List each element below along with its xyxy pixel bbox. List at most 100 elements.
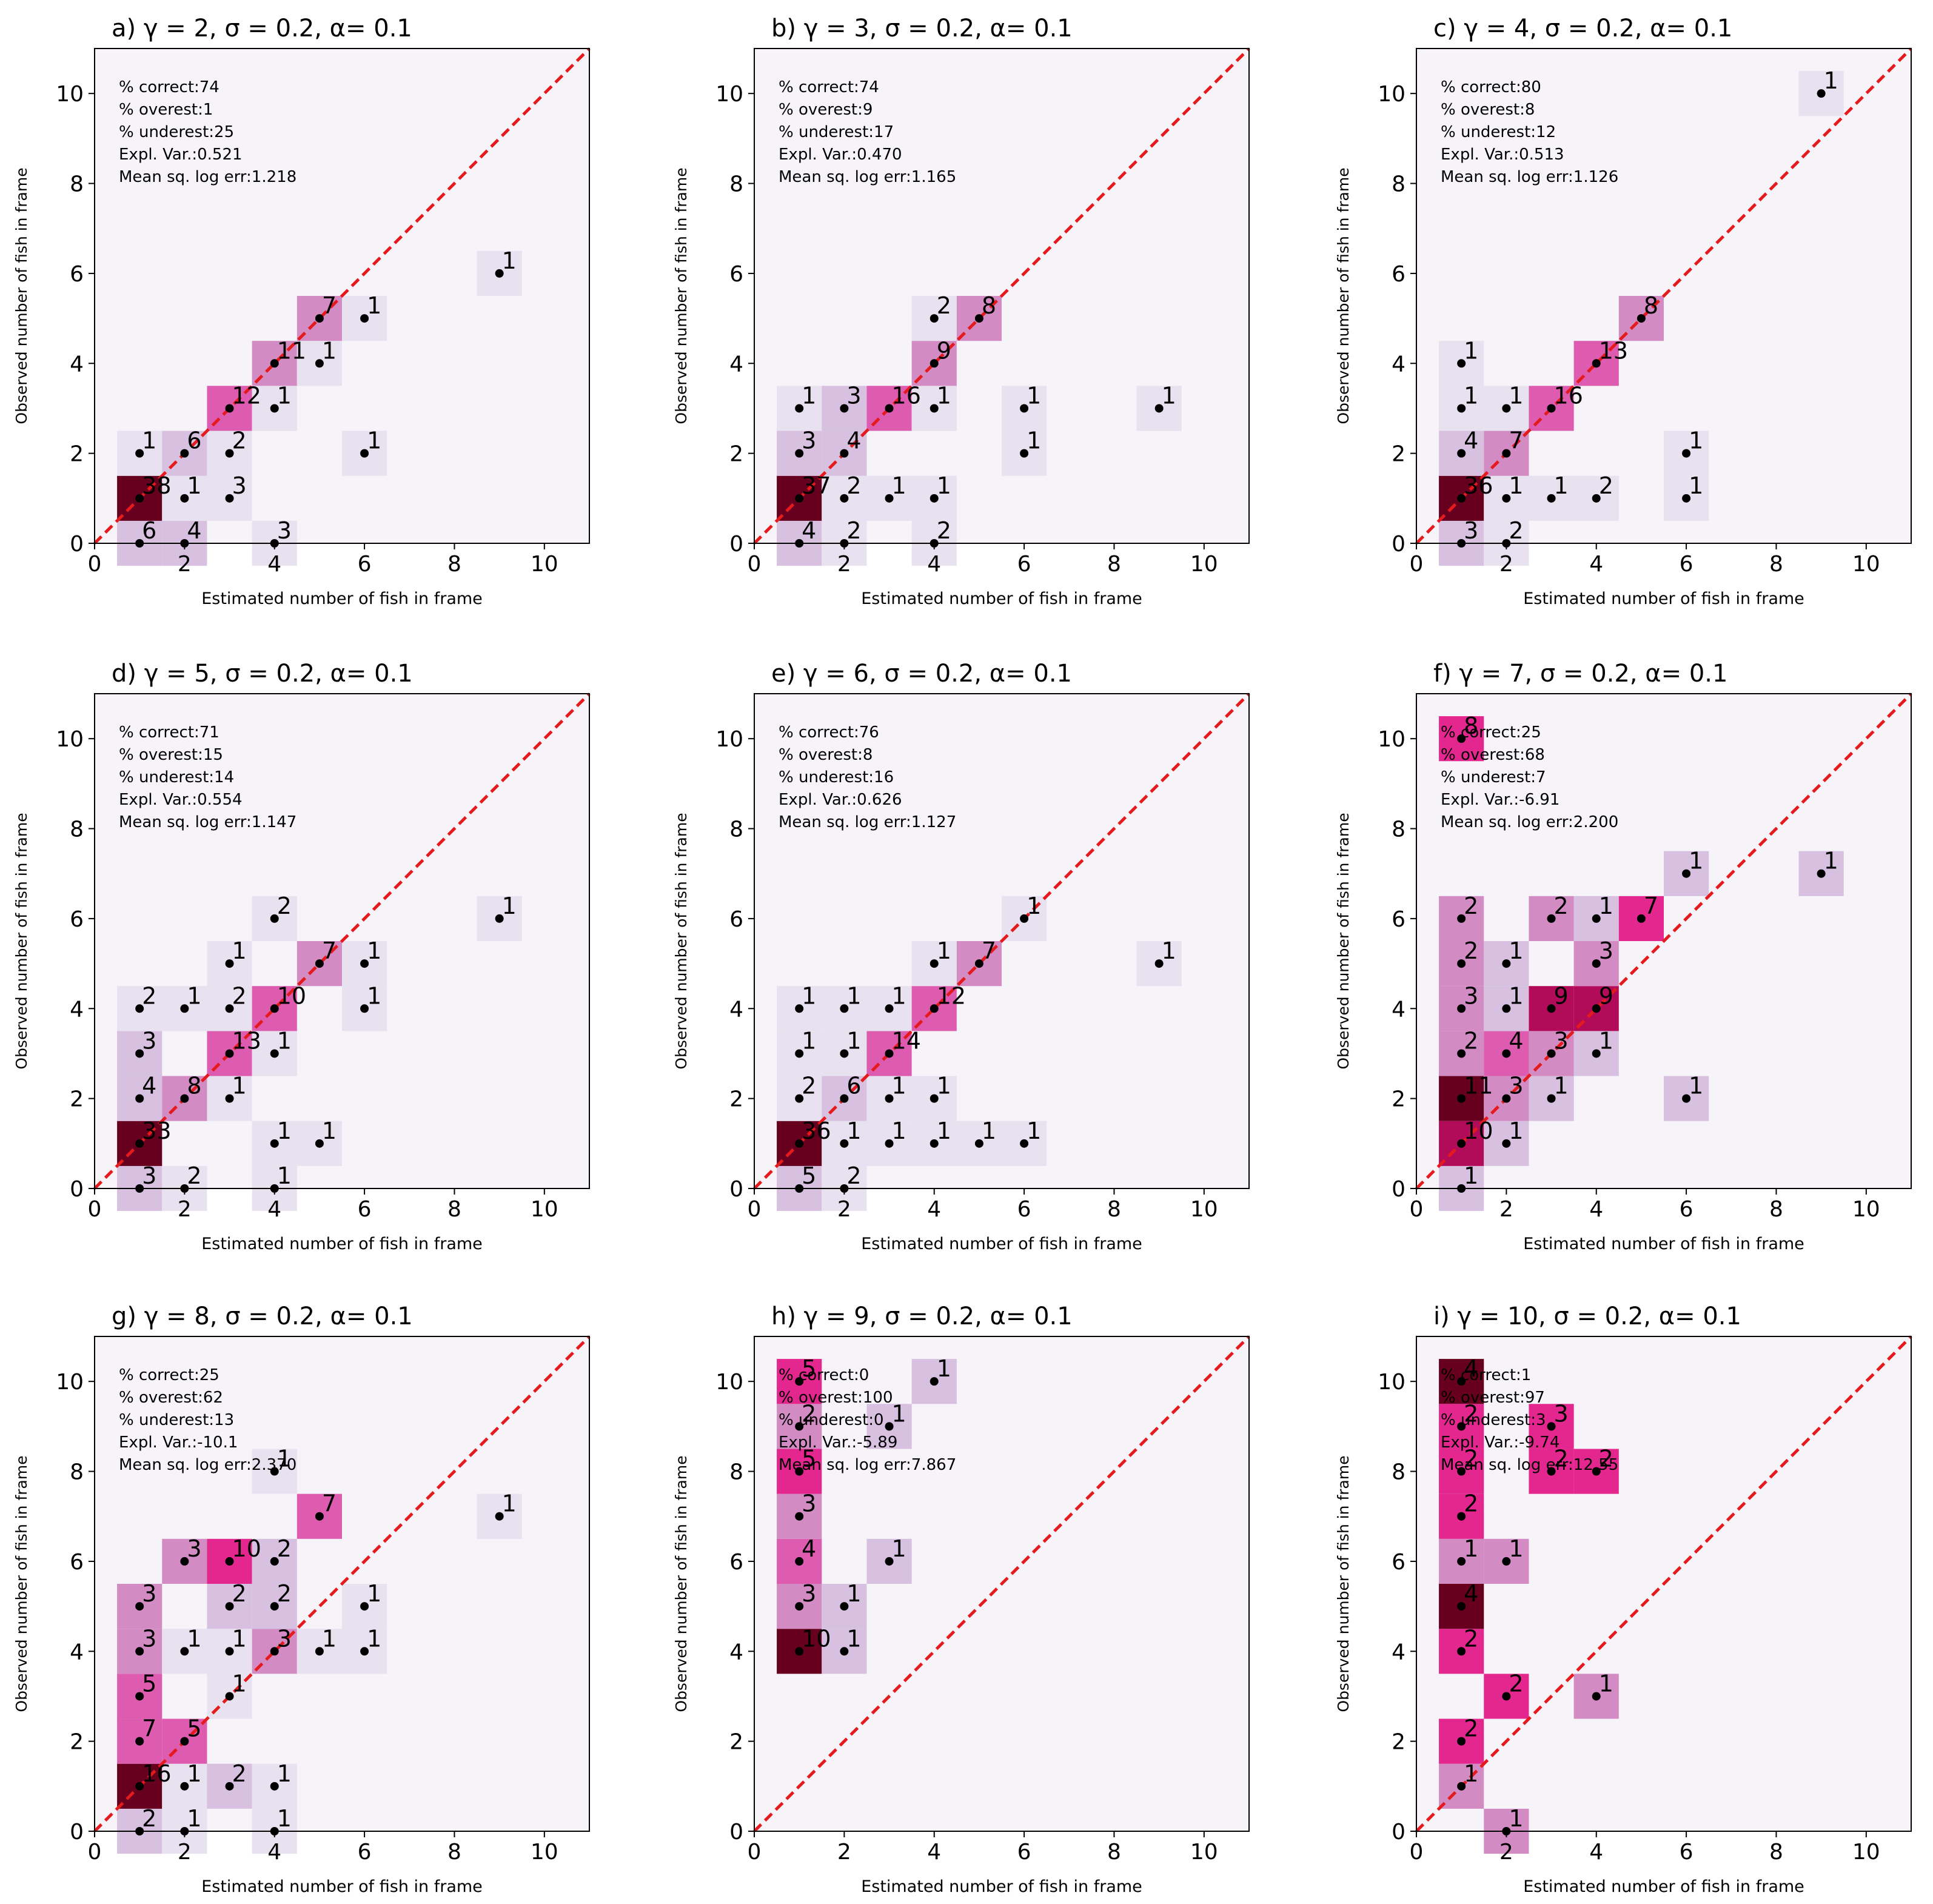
count-label: 1	[187, 1805, 201, 1832]
heatmap-panel-2: 4 2 237 2 1 13 4 11 3 16 1 1 192 800224466881010Estim…	[672, 15, 1250, 608]
stats-line: % underest:0	[779, 1411, 884, 1429]
stats-line: % overest:100	[779, 1389, 893, 1407]
stats-line: % overest:68	[1441, 746, 1545, 764]
data-point	[930, 1094, 939, 1103]
panel-title: a) γ = 2, σ = 0.2, α= 0.1	[112, 15, 412, 42]
data-point	[840, 494, 849, 503]
data-point	[1547, 1049, 1556, 1058]
stats-line: % underest:3	[1441, 1411, 1546, 1429]
data-point	[1502, 404, 1511, 413]
data-point	[315, 359, 324, 368]
count-label: 11	[277, 337, 306, 364]
data-point	[1457, 494, 1466, 503]
y-tick-label: 10	[56, 1370, 84, 1395]
data-point	[225, 1692, 234, 1701]
count-label: 12	[232, 382, 261, 409]
y-tick-label: 2	[729, 442, 743, 467]
stats-line: Mean sq. log err:1.127	[779, 813, 956, 831]
count-label: 1	[367, 1580, 381, 1607]
count-label: 2	[232, 1580, 247, 1607]
data-point	[930, 1139, 939, 1148]
count-label: 4	[802, 517, 816, 544]
count-label: 2	[232, 427, 247, 454]
data-point	[1457, 1422, 1466, 1431]
stats-line: % correct:0	[779, 1366, 869, 1384]
x-axis-label: Estimated number of fish in frame	[201, 1235, 483, 1253]
data-point	[1457, 1782, 1466, 1791]
y-tick-label: 2	[729, 1730, 743, 1755]
data-point	[135, 1004, 144, 1013]
count-label: 10	[277, 982, 306, 1009]
data-point	[1502, 494, 1511, 503]
data-point	[270, 359, 279, 368]
data-point	[885, 1139, 894, 1148]
count-label: 3	[142, 1625, 156, 1652]
data-point	[795, 1004, 804, 1013]
count-label: 3	[277, 1625, 292, 1652]
x-tick-label: 10	[1852, 1197, 1880, 1222]
y-tick-label: 2	[70, 1730, 84, 1755]
y-tick-label: 0	[1392, 1177, 1405, 1202]
x-tick-label: 10	[1190, 552, 1218, 577]
count-label: 16	[142, 1760, 171, 1787]
data-point	[795, 1049, 804, 1058]
y-tick-label: 10	[56, 82, 84, 107]
data-point	[840, 1004, 849, 1013]
x-tick-label: 2	[178, 1197, 192, 1222]
count-label: 1	[1599, 893, 1613, 919]
count-label: 3	[142, 1580, 156, 1607]
data-point	[1457, 1647, 1466, 1656]
count-label: 8	[982, 292, 996, 319]
x-tick-label: 10	[1852, 1840, 1880, 1865]
x-tick-label: 0	[748, 552, 762, 577]
data-point	[225, 404, 234, 413]
stats-line: Expl. Var.:-9.74	[1441, 1433, 1559, 1452]
y-tick-label: 10	[715, 82, 743, 107]
y-tick-label: 4	[729, 997, 743, 1022]
data-point	[1547, 914, 1556, 923]
data-point	[1154, 404, 1164, 413]
data-point	[495, 1512, 504, 1521]
count-label: 7	[322, 1490, 337, 1517]
count-label: 1	[1689, 1073, 1703, 1099]
data-point	[1457, 1139, 1466, 1148]
x-tick-label: 10	[531, 1840, 558, 1865]
count-label: 4	[1464, 1580, 1478, 1607]
count-label: 7	[1644, 893, 1658, 919]
heatmap-panel-5: 5 236 1 1 1 1 12 6 1 11 1 141 1 1 121 7 1100224466881010…	[672, 660, 1250, 1253]
count-label: 1	[232, 1625, 247, 1652]
count-label: 12	[937, 982, 966, 1009]
count-label: 11	[1464, 1073, 1493, 1099]
count-label: 1	[937, 1073, 951, 1099]
x-axis-label: Estimated number of fish in frame	[861, 589, 1142, 608]
x-tick-label: 8	[1769, 1197, 1783, 1222]
stats-line: Mean sq. log err:7.867	[779, 1456, 956, 1474]
plot-frame	[94, 1336, 590, 1832]
data-point	[1817, 89, 1826, 98]
data-point	[795, 494, 804, 503]
count-label: 1	[802, 982, 816, 1009]
count-label: 1	[367, 1625, 381, 1652]
heatmap-panel-4: 3 2 133 1 14 8 13 13 12 1 2 10 11 7 12 100224466881010E…	[13, 660, 591, 1253]
count-label: 1	[937, 472, 951, 499]
count-label: 3	[142, 1027, 156, 1054]
x-axis-label: Estimated number of fish in frame	[201, 1877, 483, 1896]
data-point	[180, 1004, 189, 1013]
y-tick-label: 6	[729, 262, 743, 287]
data-point	[135, 1094, 144, 1103]
count-label: 1	[892, 1118, 906, 1144]
count-label: 1	[846, 982, 861, 1009]
stats-line: % underest:14	[119, 768, 234, 786]
x-tick-label: 4	[1589, 1197, 1603, 1222]
count-label: 13	[1599, 337, 1628, 364]
x-tick-label: 10	[531, 1197, 558, 1222]
data-point	[840, 1139, 849, 1148]
identity-line	[753, 47, 1250, 545]
data-point	[1502, 1557, 1511, 1566]
panel-title: f) γ = 7, σ = 0.2, α= 0.1	[1433, 660, 1727, 688]
data-point	[1547, 1094, 1556, 1103]
count-label: 1	[232, 1670, 247, 1697]
data-point	[840, 1647, 849, 1656]
count-label: 8	[1644, 292, 1658, 319]
data-point	[885, 1049, 894, 1058]
